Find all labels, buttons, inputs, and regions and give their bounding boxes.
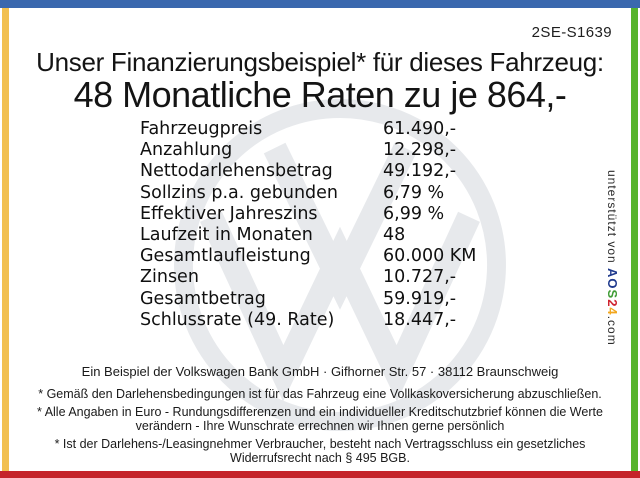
aos24-letter: 4	[605, 307, 620, 316]
frame-bar-bottom	[0, 471, 640, 478]
aos24-letter: A	[605, 268, 620, 279]
table-row: Schlussrate (49. Rate) 18.447,-	[140, 310, 476, 331]
financing-table: Fahrzeugpreis 61.490,- Anzahlung 12.298,…	[140, 119, 476, 331]
row-value: 6,79 %	[383, 182, 445, 203]
disclaimer-withdrawal-right: * Ist der Darlehens-/Leasingnehmer Verbr…	[54, 436, 586, 466]
aos24-letter: 2	[605, 299, 620, 308]
row-label: Sollzins p.a. gebunden	[140, 182, 339, 203]
page-title-line2: 48 Monatliche Raten zu je 864,-	[73, 74, 567, 115]
table-row: Zinsen 10.727,-	[140, 267, 476, 288]
row-value: 12.298,-	[383, 140, 457, 161]
frame-bar-left	[2, 8, 9, 471]
table-row: Effektiver Jahreszins 6,99 %	[140, 204, 476, 225]
table-row: Gesamtbetrag 59.919,-	[140, 289, 476, 310]
table-row: Anzahlung 12.298,-	[140, 140, 476, 161]
disclaimer-block: * Gemäß den Darlehensbedingungen ist für…	[0, 387, 640, 469]
frame-bar-top	[0, 0, 640, 8]
page-title-line1: Unser Finanzierungsbeispiel* für dieses …	[36, 47, 604, 77]
table-row: Sollzins p.a. gebunden 6,79 %	[140, 183, 476, 204]
row-value: 48	[383, 224, 406, 245]
table-row: Fahrzeugpreis 61.490,-	[140, 119, 476, 140]
row-label: Laufzeit in Monaten	[140, 224, 313, 245]
row-value: 60.000 KM	[383, 246, 477, 267]
row-value: 49.192,-	[383, 161, 457, 182]
supported-by-text: unterstützt von	[605, 170, 619, 269]
vehicle-code: 2SE-S1639	[531, 24, 612, 41]
row-value: 59.919,-	[383, 288, 457, 309]
aos24-logo: AOS24	[605, 268, 620, 316]
bank-address-line: Ein Beispiel der Volkswagen Bank GmbH · …	[81, 364, 559, 379]
row-label: Anzahlung	[140, 140, 233, 161]
row-value: 10.727,-	[383, 267, 457, 288]
row-label: Effektiver Jahreszins	[140, 203, 318, 224]
row-label: Gesamtbetrag	[140, 288, 266, 309]
row-label: Schlussrate (49. Rate)	[140, 309, 335, 330]
aos24-letter: S	[605, 289, 620, 300]
table-row: Laufzeit in Monaten 48	[140, 225, 476, 246]
aos24-domain-suffix: .com	[605, 315, 619, 346]
table-row: Nettodarlehensbetrag 49.192,-	[140, 161, 476, 182]
row-label: Nettodarlehensbetrag	[140, 161, 333, 182]
row-value: 6,99 %	[383, 203, 445, 224]
row-label: Fahrzeugpreis	[140, 119, 263, 139]
frame-bar-right	[631, 8, 638, 471]
row-label: Gesamtlaufleistung	[140, 246, 311, 267]
table-row: Gesamtlaufleistung 60.000 KM	[140, 246, 476, 267]
supported-by-caption: unterstützt von AOS24.com	[605, 170, 620, 360]
disclaimer-insurance: * Gemäß den Darlehensbedingungen ist für…	[38, 387, 602, 401]
vw-logo-watermark-icon	[174, 99, 506, 431]
disclaimer-euro-rounding: * Alle Angaben in Euro - Rundungsdiffere…	[37, 404, 603, 434]
row-label: Zinsen	[140, 267, 199, 288]
row-value: 18.447,-	[383, 309, 457, 330]
row-value: 61.490,-	[383, 119, 457, 139]
aos24-letter: O	[605, 278, 620, 290]
